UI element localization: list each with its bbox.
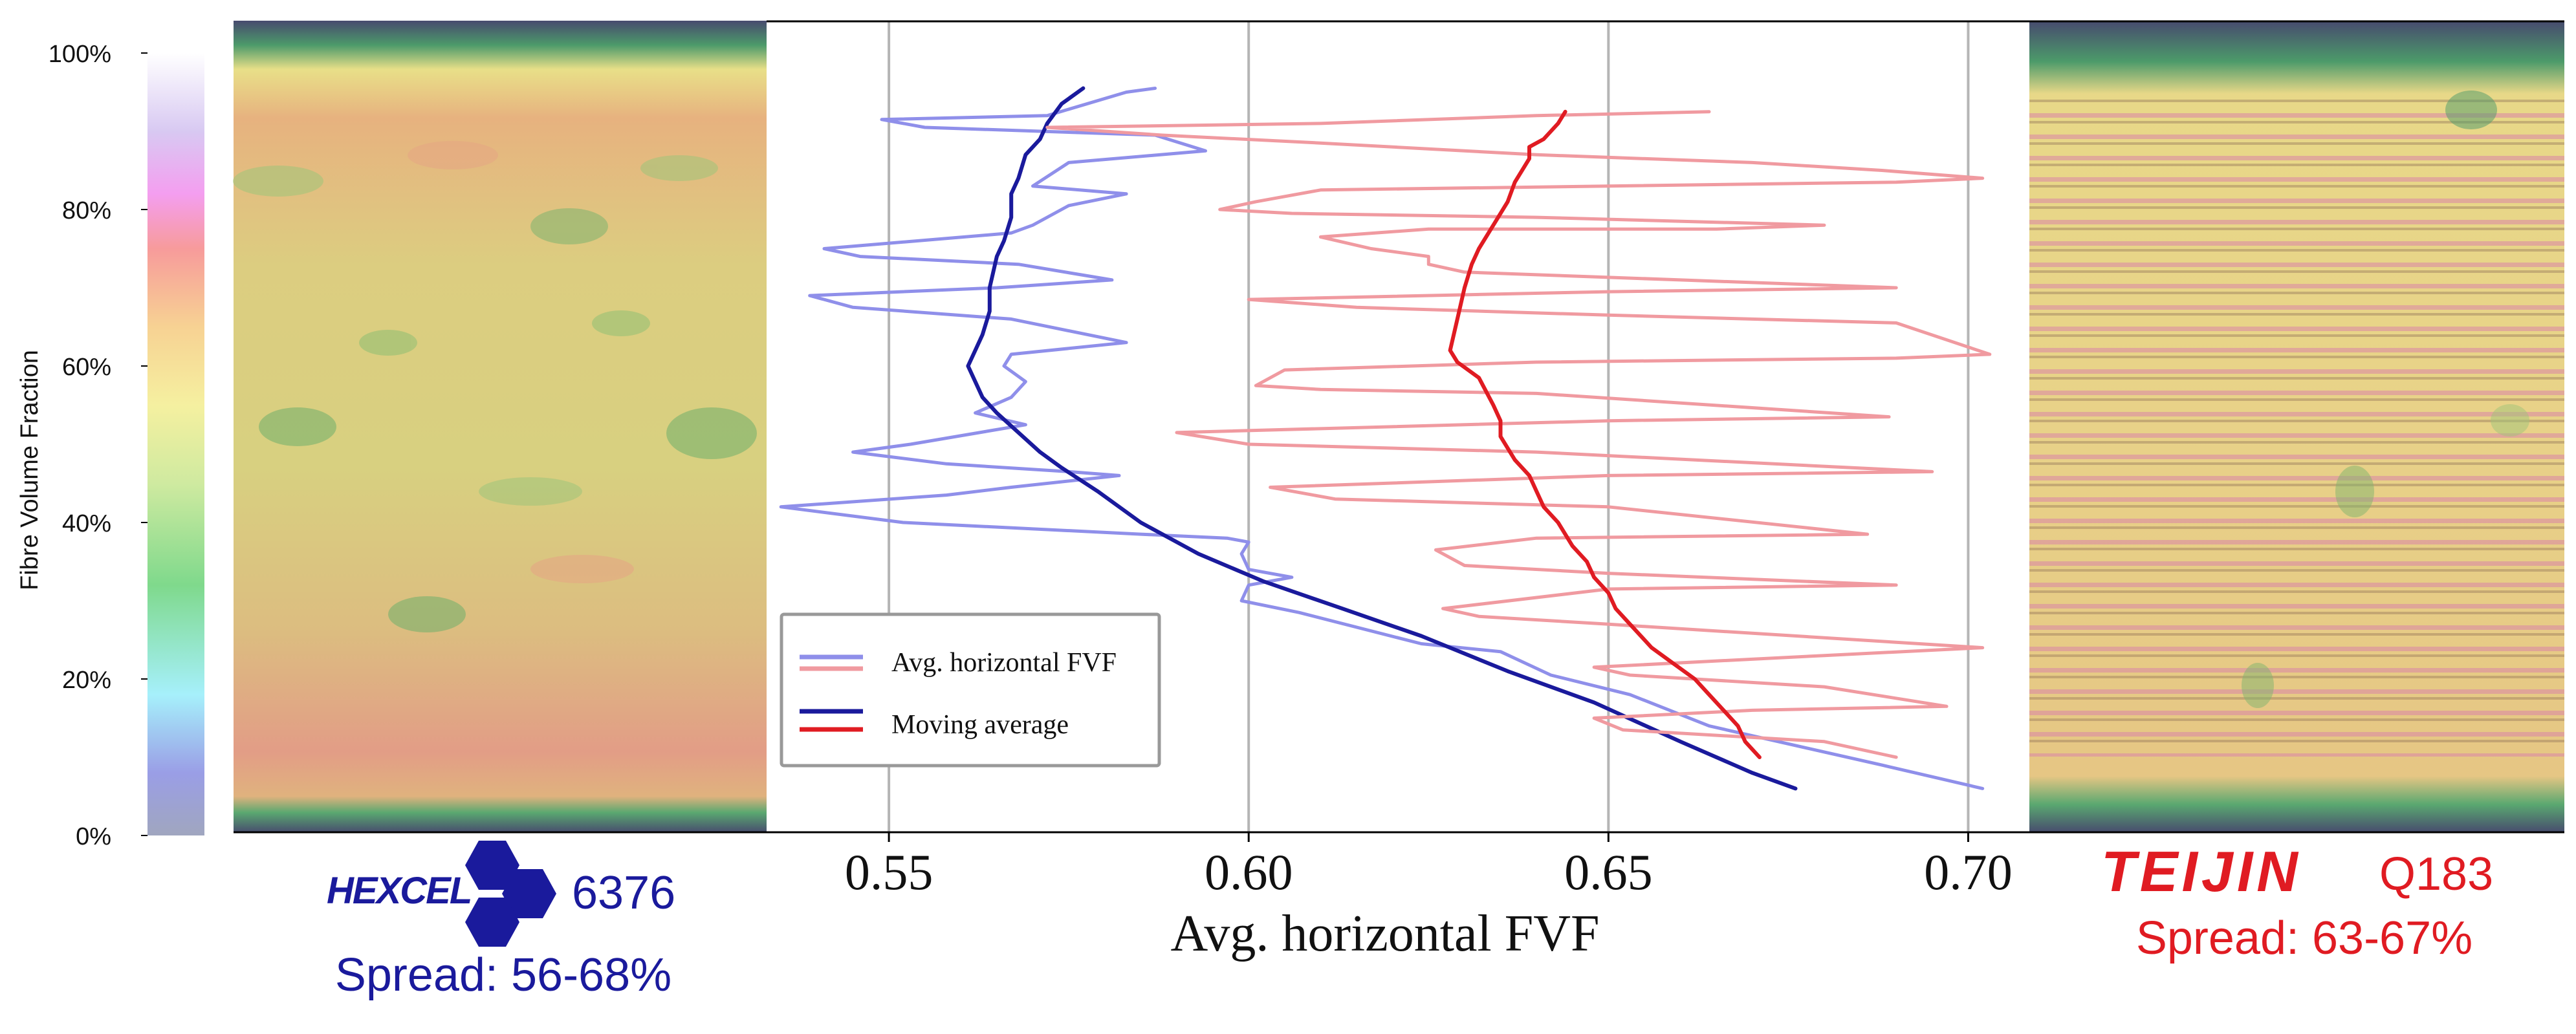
colorbar-label: Fibre Volume Fraction [16, 350, 43, 590]
legend: Avg. horizontal FVF Moving average [780, 612, 1161, 768]
x-tick-label: 0.55 [845, 844, 933, 900]
colorbar-tick-label: 80% [62, 197, 111, 224]
x-axis-ticks: 0.55 0.60 0.65 0.70 [845, 832, 2013, 900]
legend-box [780, 612, 1161, 768]
colorbar-tick-label: 100% [49, 41, 111, 68]
hexcel-avg-fvf-line [779, 87, 1985, 790]
colorbar-tick-label: 20% [62, 667, 111, 694]
colorbar-tick-label: 0% [76, 823, 111, 850]
x-axis-label: Avg. horizontal FVF [1171, 905, 1600, 962]
x-tick-label: 0.60 [1205, 844, 1293, 900]
legend-entry-moving-average: Moving average [800, 709, 1069, 740]
teijin-avg-fvf-line [1045, 110, 1992, 759]
colorbar-ticks: 0% 20% 40% 60% 80% 100% [49, 41, 147, 850]
teijin-logo-text: TEIJIN [2101, 839, 2302, 903]
hexcel-product: 6376 [572, 867, 675, 919]
x-tick-label: 0.65 [1564, 844, 1653, 900]
teijin-spread: Spread: 63-67% [2136, 912, 2472, 964]
hexcel-hexagon-icon [465, 841, 556, 947]
colorbar-tick-label: 60% [62, 354, 111, 381]
legend-label-avg-fvf: Avg. horizontal FVF [891, 648, 1117, 678]
colorbar-gradient [147, 53, 204, 835]
hexcel-moving-average-line [966, 86, 1798, 791]
legend-entry-avg-fvf: Avg. horizontal FVF [800, 648, 1117, 678]
colorbar-tick-label: 40% [62, 510, 111, 537]
teijin-product: Q183 [2379, 848, 2493, 900]
series-layer [779, 86, 1992, 791]
hexcel-logo-text: HEXCEL [327, 870, 471, 912]
teijin-block: TEIJIN Q183 Spread: 63-67% [2101, 839, 2493, 964]
x-tick-label: 0.70 [1924, 844, 2013, 900]
legend-label-moving-average: Moving average [891, 710, 1069, 740]
hexcel-micrograph [233, 21, 768, 833]
hexcel-spread: Spread: 56-68% [335, 949, 671, 1001]
teijin-micrograph [2029, 21, 2564, 833]
teijin-moving-average-line [1448, 109, 1762, 759]
hexcel-block: HEXCEL 6376 Spread: 56-68% [327, 841, 675, 1001]
colorbar: 0% 20% 40% 60% 80% 100% Fibre Volume Fraction [16, 41, 204, 850]
